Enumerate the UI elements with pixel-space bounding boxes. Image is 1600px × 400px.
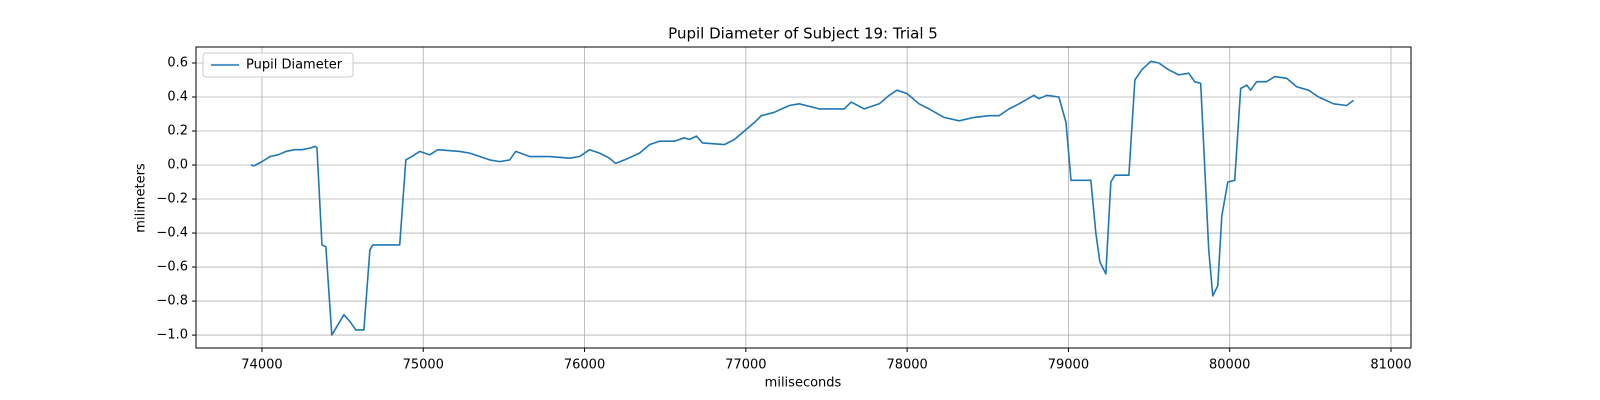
data-line [250,60,1355,336]
x-tick-label: 76000 [564,358,605,373]
y-tick-label: 0.0 [167,158,188,173]
chart-title: Pupil Diameter of Subject 19: Trial 5 [668,25,938,43]
legend-label: Pupil Diameter [246,58,343,73]
x-tick-label: 81000 [1370,358,1411,373]
y-tick-label: −0.2 [156,192,188,207]
x-tick-label: 77000 [725,358,766,373]
plot-frame [195,46,1412,349]
x-tick-label: 74000 [241,358,282,373]
y-tick-label: 0.2 [167,124,188,139]
x-tick-label: 75000 [403,358,444,373]
y-axis-label: milimeters [134,163,149,233]
x-tick-label: 79000 [1048,358,1089,373]
y-tick-label: −0.8 [156,294,188,309]
x-tick-label: 78000 [886,358,927,373]
y-tick-label: −0.6 [156,260,188,275]
y-tick-label: 0.6 [167,55,188,70]
legend-box [202,52,354,78]
x-axis-label: miliseconds [765,376,842,391]
x-tick-label: 80000 [1209,358,1250,373]
y-tick-label: −0.4 [156,226,188,241]
y-tick-label: −1.0 [156,328,188,343]
y-tick-label: 0.4 [167,89,188,104]
